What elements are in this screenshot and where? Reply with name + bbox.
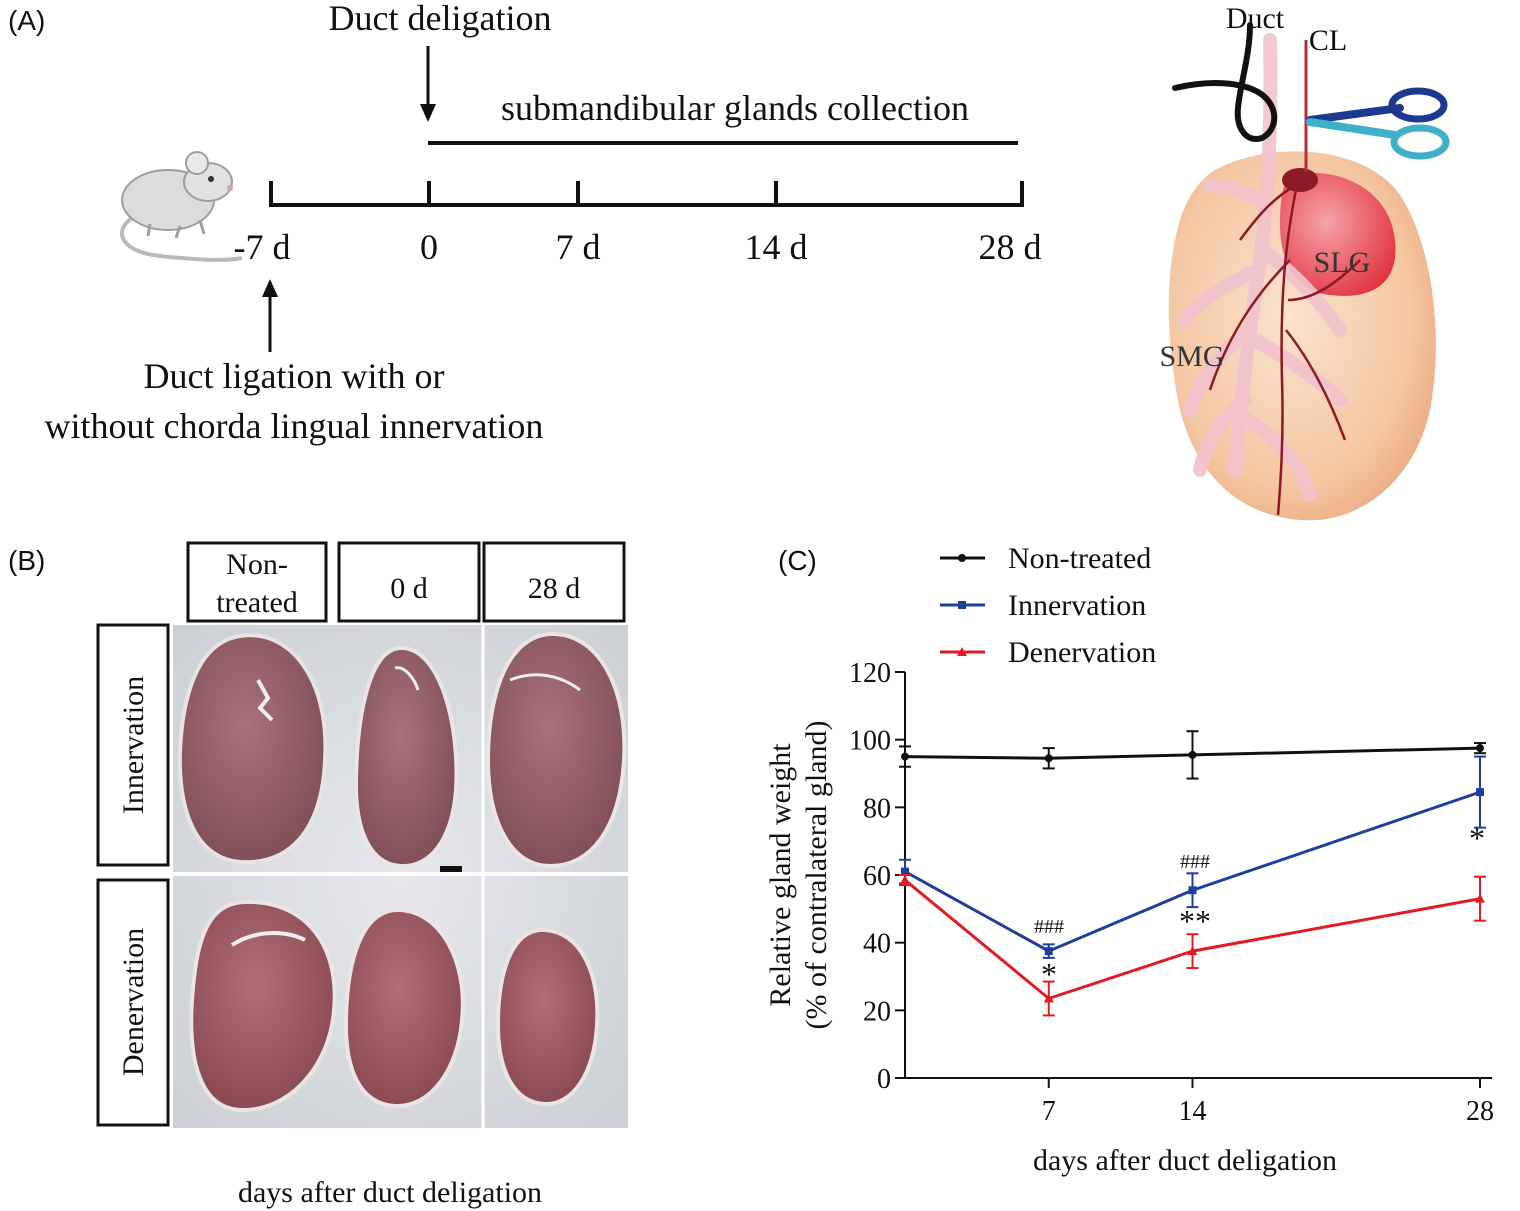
panel-a: (A) Duct deligation submandibular glands… [8, 0, 1450, 521]
y-tick-label: 60 [863, 861, 891, 892]
gland-photo-grid [173, 625, 628, 1128]
collection-label: submandibular glands collection [501, 88, 969, 128]
data-point [1475, 893, 1485, 903]
ligation-arrow [262, 279, 278, 352]
row-header-box [96, 878, 170, 1127]
row-header-innervation: Innervation [117, 676, 150, 814]
ligation-label-line2: without chorda lingual innervation [45, 406, 544, 446]
diagram-label-slg: SLG [1314, 246, 1371, 279]
y-tick-label: 40 [863, 929, 891, 960]
y-tick-label: 20 [863, 996, 891, 1027]
timeline-tick-label: 7 d [556, 227, 601, 267]
annotation-hash-day14: ### [1180, 851, 1210, 873]
deligation-arrow [420, 46, 436, 122]
y-tick-label: 120 [849, 658, 891, 689]
y-axis-title-line2: (% of contralateral gland) [800, 720, 833, 1029]
plot-area: 0 20 40 60 80 100 120 7 14 28 [849, 658, 1494, 1127]
gland-photo [343, 907, 465, 1109]
panel-a-label: (A) [8, 5, 45, 36]
data-point [1044, 947, 1053, 956]
series-line-denervation [904, 878, 1481, 1001]
x-axis-title: days after duct deligation [1033, 1144, 1337, 1177]
annotation-star-day7: * [1041, 956, 1057, 992]
series-line-innervation [904, 790, 1481, 953]
column-header-box [337, 541, 481, 623]
panel-b: (B) Non- treated 0 d 28 d Innervation De… [8, 541, 628, 1209]
legend-entry-non-treated: Non-treated [940, 542, 1151, 575]
panel-c: (C) Non-treated Innervation Denervation … [764, 542, 1494, 1177]
gland-diagram: Duct CL SLG SMG [1159, 2, 1450, 521]
timeline-tick-label: 28 d [979, 227, 1042, 267]
column-header-28d: 28 d [528, 572, 581, 605]
panel-b-caption: days after duct deligation [238, 1176, 542, 1209]
annotation-star-day28: * [1469, 820, 1485, 856]
gland-photo [189, 899, 337, 1113]
data-point [1044, 754, 1053, 763]
data-point [1476, 788, 1484, 797]
legend-label: Innervation [1008, 589, 1146, 622]
row-header-denervation: Denervation [117, 928, 150, 1076]
data-point [1188, 750, 1197, 759]
data-point [901, 752, 909, 761]
column-header-0d: 0 d [390, 572, 428, 605]
x-tick-label: 28 [1466, 1096, 1494, 1127]
row-header-box [96, 623, 170, 867]
timeline-tick-label: 0 [420, 227, 438, 267]
x-tick-label: 7 [1042, 1096, 1056, 1127]
legend-label: Non-treated [1008, 542, 1151, 575]
data-point [1188, 886, 1197, 895]
y-tick-label: 0 [877, 1064, 891, 1095]
scale-bar [440, 866, 462, 872]
y-tick-label: 80 [863, 793, 891, 824]
data-point [900, 875, 910, 885]
scissors-icon [1306, 87, 1450, 160]
x-tick-label: 14 [1179, 1096, 1207, 1127]
chart-legend: Non-treated Innervation Denervation [940, 542, 1156, 669]
annotation-hash-day7: ### [1034, 916, 1064, 938]
diagram-label-duct: Duct [1226, 2, 1285, 35]
ligation-label-line1: Duct ligation with or [144, 356, 445, 396]
data-point [1187, 946, 1198, 956]
panel-c-label: (C) [778, 545, 817, 576]
y-axis-title: Relative gland weight (% of contralatera… [764, 720, 833, 1029]
data-point [1476, 744, 1484, 753]
timeline-tick-label: 14 d [745, 227, 808, 267]
y-axis-title-line1: Relative gland weight [764, 743, 797, 1007]
y-tick-label: 100 [849, 726, 891, 757]
gland-photo [485, 631, 627, 869]
column-header-non-treated-line2: treated [216, 586, 298, 619]
diagram-label-cl: CL [1309, 24, 1347, 57]
column-header-box [186, 541, 328, 623]
data-point [1043, 993, 1054, 1003]
legend-entry-denervation: Denervation [940, 636, 1156, 669]
diagram-label-smg: SMG [1159, 340, 1224, 373]
mouse-illustration [120, 151, 243, 262]
annotation-star-day14: ** [1179, 903, 1211, 939]
timeline-tick-label: -7 d [234, 227, 291, 267]
column-header-box [482, 541, 626, 623]
legend-label: Denervation [1008, 636, 1156, 669]
gland-photo [495, 927, 600, 1107]
significance-annotations: ### * ### ** * [1034, 820, 1485, 992]
timeline-axis [269, 181, 1024, 207]
gland-photo [177, 633, 328, 865]
gland-photo [353, 645, 459, 869]
column-header-non-treated-line1: Non- [226, 548, 288, 581]
data-point [901, 867, 909, 876]
legend-entry-innervation: Innervation [940, 589, 1146, 622]
panel-b-label: (B) [8, 545, 45, 576]
duct-deligation-label: Duct deligation [329, 0, 552, 38]
series-line-non-treated [904, 746, 1481, 760]
